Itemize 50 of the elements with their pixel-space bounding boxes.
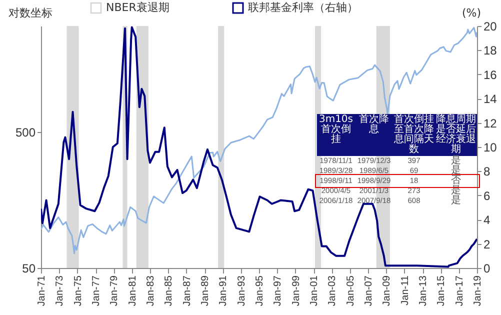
- x-tick-label: Jan-79: [109, 275, 120, 306]
- annotation: 降息周期是否延后经济衰退期: [435, 114, 477, 155]
- annotation: 3m10s首次倒挂: [318, 114, 354, 147]
- x-tick-label: Jan-05: [345, 275, 356, 306]
- annotation: 首次降息: [358, 114, 390, 137]
- x-tick-label: Jan-19: [472, 275, 484, 306]
- x-tick-label: Jan-17: [454, 275, 466, 306]
- y-axis-title: 对数坐标: [8, 6, 52, 20]
- y2-tick-label: 2: [484, 237, 490, 252]
- y2-tick-label: 18: [484, 44, 498, 58]
- annotation: 是: [450, 195, 462, 206]
- x-tick-label: Jan-91: [218, 275, 230, 306]
- x-tick-label: Jan-07: [364, 275, 374, 306]
- annotation: 首次倒挂至首次降息间隔天数: [393, 114, 435, 155]
- legend-label: NBER衰退期: [106, 1, 170, 14]
- y2-tick-label: 12: [484, 116, 498, 130]
- x-tick-label: Jan-95: [254, 275, 266, 306]
- x-tick-label: Jan-81: [127, 275, 138, 306]
- x-tick-label: Jan-13: [418, 275, 430, 306]
- x-tick-label: Jan-73: [54, 275, 66, 306]
- x-tick-label: Jan-15: [436, 275, 448, 306]
- y2-tick-label: 0: [484, 262, 490, 276]
- x-tick-label: Jan-75: [72, 275, 84, 306]
- y2-tick-label: 10: [484, 140, 498, 154]
- annotation: 否: [450, 175, 462, 186]
- annotation: 是: [450, 165, 462, 176]
- x-tick-label: Jan-77: [91, 275, 102, 306]
- x-tick-label: Jan-71: [36, 275, 48, 306]
- y2-tick-label: 4: [484, 213, 490, 228]
- x-tick-label: Jan-89: [200, 275, 212, 306]
- annotation: 是: [450, 155, 462, 166]
- y-tick-label: 500: [15, 125, 36, 140]
- x-tick-label: Jan-03: [327, 275, 338, 306]
- x-tick-label: Jan-87: [182, 275, 193, 306]
- legend-label: 联邦基金利率（右轴）: [248, 1, 358, 14]
- y-tick-label: 50: [22, 262, 36, 276]
- y2-tick-label: 20: [484, 20, 498, 34]
- y2-tick-label: 14: [484, 92, 498, 106]
- y2-tick-label: 6: [484, 188, 490, 203]
- x-tick-label: Jan-83: [146, 275, 156, 306]
- x-tick-label: Jan-99: [290, 275, 302, 306]
- x-tick-label: Jan-11: [400, 275, 411, 306]
- x-tick-label: Jan-85: [164, 275, 175, 306]
- x-tick-label: Jan-09: [382, 275, 393, 306]
- y2-tick-label: 8: [484, 164, 490, 179]
- x-tick-label: Jan-93: [236, 275, 248, 306]
- x-tick-label: Jan-01: [309, 275, 320, 306]
- y2-tick-label: 16: [484, 68, 498, 82]
- x-tick-label: Jan-97: [272, 275, 284, 306]
- y2-axis-title: (%): [462, 6, 482, 20]
